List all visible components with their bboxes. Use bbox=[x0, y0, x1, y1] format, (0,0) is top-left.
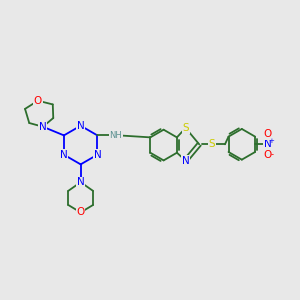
Text: -: - bbox=[271, 150, 274, 159]
Text: S: S bbox=[182, 123, 189, 133]
Text: N: N bbox=[77, 121, 85, 131]
Text: +: + bbox=[268, 138, 274, 144]
Text: S: S bbox=[209, 139, 215, 149]
Text: N: N bbox=[94, 150, 101, 160]
Text: N: N bbox=[264, 139, 272, 149]
Text: N: N bbox=[39, 122, 47, 132]
Text: N: N bbox=[60, 150, 68, 160]
Text: N: N bbox=[77, 177, 85, 187]
Text: NH: NH bbox=[110, 131, 122, 140]
Text: O: O bbox=[263, 150, 272, 160]
Text: O: O bbox=[76, 207, 85, 218]
Text: N: N bbox=[182, 156, 190, 166]
Text: O: O bbox=[263, 129, 272, 139]
Text: O: O bbox=[34, 96, 42, 106]
